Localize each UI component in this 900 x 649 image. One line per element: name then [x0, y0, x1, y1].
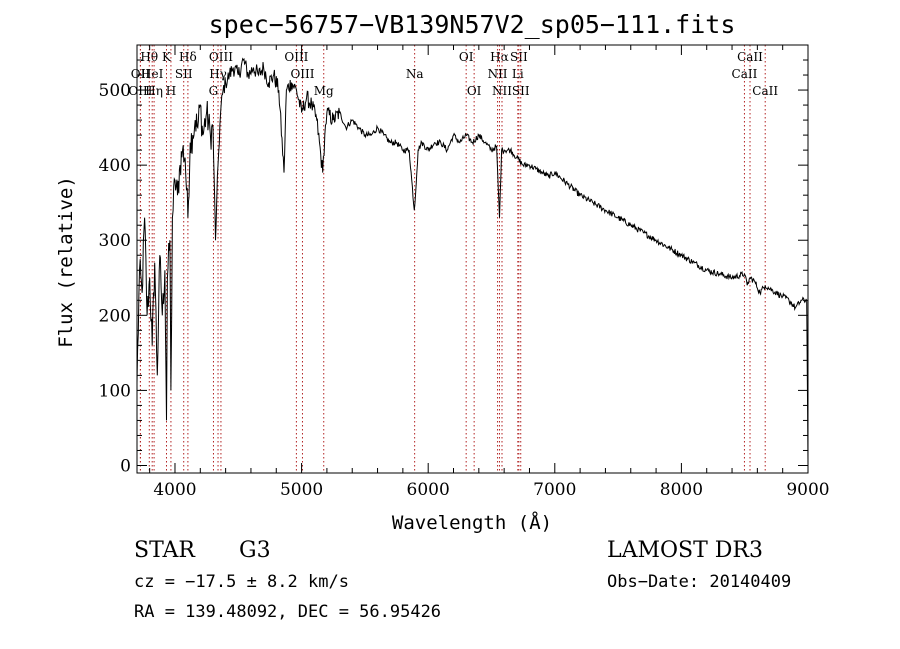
redshift-cz: cz = −17.5 ± 8.2 km/s	[134, 572, 349, 592]
axes: 4000 5000 6000 7000 8000 9000 0 100 200 300 400 500	[99, 44, 830, 500]
y-tick-label: 500	[99, 81, 131, 101]
y-axis-label: Flux (relative)	[55, 176, 77, 348]
x-tick-label: 5000	[280, 480, 323, 500]
spectral-line-label: Mg	[314, 84, 334, 98]
spectral-line-label: OI	[467, 84, 482, 98]
object-class-row: STAR G3	[134, 538, 271, 563]
ra-dec-coordinates: RA = 139.48092, DEC = 56.95426	[134, 602, 442, 622]
chart-title: spec−56757−VB139N57V2_sp05−111.fits	[209, 10, 736, 39]
spectral-line-label: Hα	[490, 50, 509, 64]
x-tick-label: 9000	[786, 480, 829, 500]
spectral-line-label: NII	[492, 84, 512, 98]
spectral-line-label: NII	[488, 67, 508, 81]
survey-name: LAMOST DR3	[607, 538, 763, 563]
x-axis-label: Wavelength (Å)	[392, 511, 552, 534]
spectral-line-label: CaII	[737, 50, 763, 64]
x-tick-label: 8000	[660, 480, 703, 500]
spectral-line-label: SII	[510, 50, 528, 64]
spectral-line-label: SII	[512, 84, 530, 98]
y-tick-label: 300	[99, 231, 131, 251]
spectral-line-label: H	[166, 84, 176, 98]
object-class: STAR	[134, 538, 195, 563]
spectral-line-label: OIII	[284, 50, 308, 64]
object-subclass: G3	[239, 538, 271, 563]
observation-date: Obs−Date: 20140409	[607, 572, 792, 592]
spectral-line-label: OIII	[128, 84, 152, 98]
spectral-line-label: SII	[175, 67, 193, 81]
spectral-line-label: Li	[512, 67, 524, 81]
spectral-line-label: K	[162, 50, 172, 64]
x-tick-label: 7000	[533, 480, 576, 500]
y-tick-label: 100	[99, 381, 131, 401]
x-tick-label: 4000	[153, 480, 196, 500]
y-tick-label: 0	[120, 456, 131, 476]
spectral-line-label: CaII	[732, 67, 758, 81]
y-tick-label: 400	[99, 156, 131, 176]
spectral-line-label: CaII	[752, 84, 778, 98]
spectrum-series	[136, 57, 809, 466]
spectral-line-label: OIII	[290, 67, 314, 81]
spectral-line-label: Hδ	[179, 50, 197, 64]
spectral-line-label: OI	[459, 50, 474, 64]
spectrum-line	[136, 57, 809, 466]
y-tick-label: 200	[99, 306, 131, 326]
plot-frame	[136, 44, 809, 474]
spectral-line-label: HeI	[141, 67, 164, 81]
spectral-line-label: Hγ	[209, 67, 227, 81]
spectral-line-label: Hθ	[140, 50, 158, 64]
x-tick-label: 6000	[407, 480, 450, 500]
spectral-line-label: Na	[406, 67, 424, 81]
spectral-line-label: OIII	[209, 50, 233, 64]
spectral-line-label: G	[209, 84, 219, 98]
spectral-line-label: Hη	[145, 84, 163, 98]
